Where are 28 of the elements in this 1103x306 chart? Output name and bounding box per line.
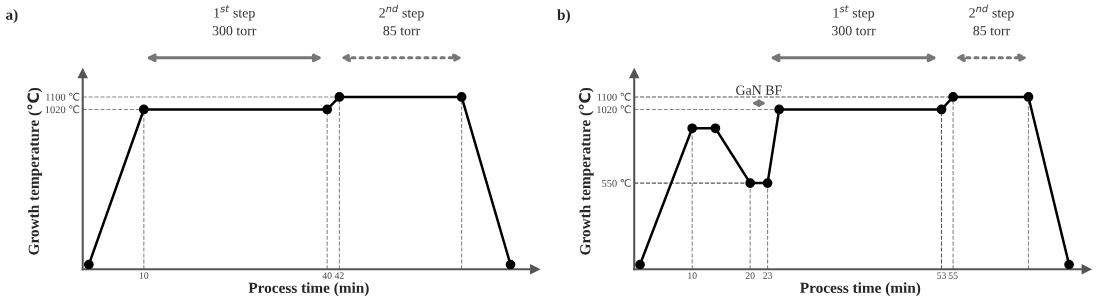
y-tick-label: 550 ℃ xyxy=(602,178,631,187)
text: 1$^{st}$ step xyxy=(214,5,255,21)
x-axis-title: Process time (min) xyxy=(800,282,921,297)
x-tick-label: 20 xyxy=(745,272,755,279)
text: 85 torr xyxy=(973,25,1011,36)
text: 85 torr xyxy=(383,25,421,36)
x-tick-label: 40 xyxy=(322,272,332,279)
annotation: GaN BF xyxy=(736,85,782,95)
y-axis-title: Growth temperature (℃) xyxy=(27,87,43,255)
x-tick-label: 55 xyxy=(948,272,958,279)
text: 300 torr xyxy=(832,25,876,36)
y-axis-title: Growth temperature (℃) xyxy=(578,87,594,255)
x-tick-label: 53 xyxy=(937,272,946,279)
text: 300 torr xyxy=(212,25,257,36)
y-tick-label: 1100 ℃ xyxy=(597,92,631,101)
y-tick-label: 1020 ℃ xyxy=(45,105,80,114)
text: 2$^{nd}$ step xyxy=(969,4,1014,21)
chart-title: b) xyxy=(557,9,570,24)
y-tick-label: 1100 ℃ xyxy=(46,92,80,101)
chart-title: a) xyxy=(6,9,18,24)
x-tick-label: 42 xyxy=(334,272,344,279)
x-tick-label: 23 xyxy=(763,272,773,279)
x-tick-label: 10 xyxy=(688,272,697,279)
x-axis-title: Process time (min) xyxy=(248,282,369,297)
x-tick-label: 10 xyxy=(139,272,149,279)
text: 1$^{st}$ step xyxy=(833,5,875,21)
text: 2$^{nd}$ step xyxy=(379,4,424,21)
y-tick-label: 1020 ℃ xyxy=(597,105,631,114)
